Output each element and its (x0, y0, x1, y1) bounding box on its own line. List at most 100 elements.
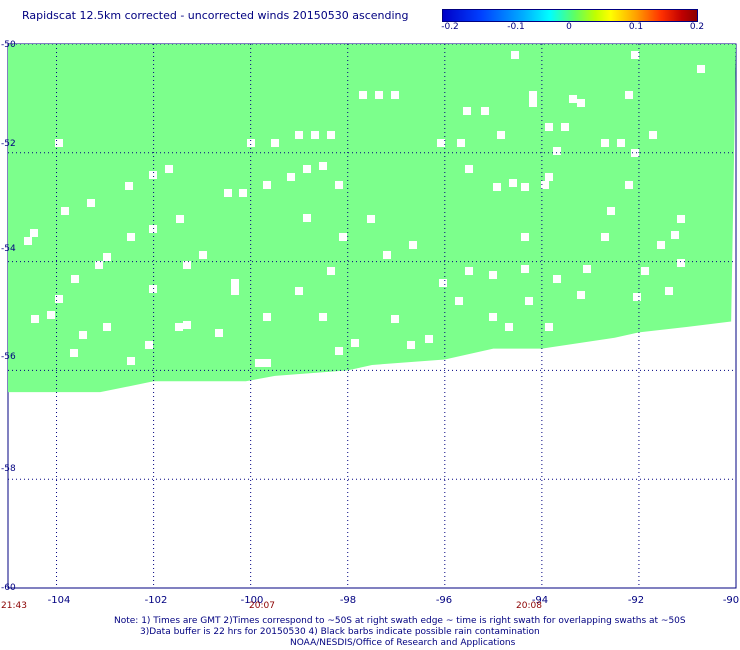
data-gap-cell (351, 339, 359, 347)
colorbar-tick: 0.1 (628, 22, 644, 32)
data-gap-cell (263, 313, 271, 321)
data-gap-cell (633, 293, 641, 301)
data-gap-cell (71, 275, 79, 283)
data-gap-cell (55, 295, 63, 303)
data-gap-cell (311, 131, 319, 139)
data-gap-cell (31, 315, 39, 323)
lat-label: -58 (1, 464, 16, 474)
data-gap-cell (199, 251, 207, 259)
data-gap-cell (425, 335, 433, 343)
data-gap-cell (125, 182, 133, 190)
data-gap-cell (367, 215, 375, 223)
data-gap-cell (335, 181, 343, 189)
time-label: 20:08 (516, 601, 542, 611)
lat-label: -52 (1, 139, 16, 149)
data-gap-cell (335, 347, 343, 355)
data-gap-cell (303, 214, 311, 222)
data-gap-cell (677, 259, 685, 267)
data-gap-cell (465, 165, 473, 173)
data-gap-cell (631, 51, 639, 59)
data-gap-cell (545, 123, 553, 131)
data-gap-cell (541, 181, 549, 189)
data-gap-cell (457, 139, 465, 147)
data-gap-cell (327, 131, 335, 139)
data-gap-cell (511, 51, 519, 59)
data-gap-cell (183, 261, 191, 269)
data-gap-cell (103, 323, 111, 331)
data-gap-cell (47, 311, 55, 319)
data-gap-cell (521, 233, 529, 241)
data-gap-cell (677, 215, 685, 223)
data-gap-cell (87, 199, 95, 207)
colorbar-tick: 0.2 (689, 22, 705, 32)
data-gap-cell (30, 229, 38, 237)
data-gap-cell (149, 285, 157, 293)
data-gap-cell (505, 323, 513, 331)
data-gap-cell (463, 107, 471, 115)
note-line: NOAA/NESDIS/Office of Research and Appli… (290, 638, 516, 648)
data-gap-cell (553, 147, 561, 155)
data-gap-cell (409, 241, 417, 249)
data-gap-cell (489, 271, 497, 279)
lon-label: -96 (436, 595, 452, 606)
data-gap-cell (79, 331, 87, 339)
data-gap-cell (569, 95, 577, 103)
colorbar-tick: 0 (566, 22, 572, 32)
data-gap-cell (391, 91, 399, 99)
data-gap-cell (61, 207, 69, 215)
data-gap-cell (625, 91, 633, 99)
data-gap-cell (231, 279, 239, 287)
data-gap-cell (295, 287, 303, 295)
lon-label: -102 (145, 595, 168, 606)
data-gap-cell (255, 359, 263, 367)
data-gap-cell (481, 107, 489, 115)
data-gap-cell (607, 207, 615, 215)
note-line: Note: 1) Times are GMT 2)Times correspon… (114, 616, 686, 626)
data-gap-cell (497, 131, 505, 139)
data-gap-cell (697, 65, 705, 73)
data-gap-cell (455, 297, 463, 305)
data-gap-cell (231, 287, 239, 295)
data-gap-cell (529, 91, 537, 99)
data-gap-cell (391, 315, 399, 323)
data-gap-cell (224, 189, 232, 197)
data-gap-cell (183, 321, 191, 329)
data-gap-cell (545, 323, 553, 331)
data-gap-cell (521, 265, 529, 273)
colorbar-tick: -0.2 (441, 22, 459, 32)
data-gap-cell (339, 233, 347, 241)
data-gap-cell (553, 275, 561, 283)
data-gap-cell (303, 165, 311, 173)
data-gap-cell (437, 139, 445, 147)
data-gap-cell (521, 183, 529, 191)
data-gap-cell (149, 225, 157, 233)
data-gap-cell (601, 139, 609, 147)
data-gap-cell (493, 183, 501, 191)
data-gap-cell (103, 253, 111, 261)
data-gap-cell (127, 357, 135, 365)
data-gap-cell (165, 165, 173, 173)
lon-label: -92 (628, 595, 644, 606)
data-gap-cell (617, 139, 625, 147)
data-gap-cell (215, 329, 223, 337)
data-gap-cell (631, 149, 639, 157)
data-gap-cell (529, 99, 537, 107)
data-gap-cell (601, 233, 609, 241)
data-gap-cell (509, 179, 517, 187)
data-gap-cell (239, 189, 247, 197)
data-gap-cell (127, 233, 135, 241)
lat-label: -60 (1, 583, 16, 593)
data-gap-cell (641, 267, 649, 275)
data-gap-cell (545, 173, 553, 181)
data-gap-cell (671, 231, 679, 239)
data-gap-cell (577, 291, 585, 299)
data-gap-cell (295, 131, 303, 139)
data-gap-cell (176, 215, 184, 223)
lat-label: -50 (1, 40, 16, 50)
lon-label: -98 (340, 595, 356, 606)
data-gap-cell (263, 181, 271, 189)
data-gap-cell (263, 359, 271, 367)
data-gap-cell (287, 173, 295, 181)
data-gap-cell (383, 251, 391, 259)
data-gap-cell (327, 267, 335, 275)
